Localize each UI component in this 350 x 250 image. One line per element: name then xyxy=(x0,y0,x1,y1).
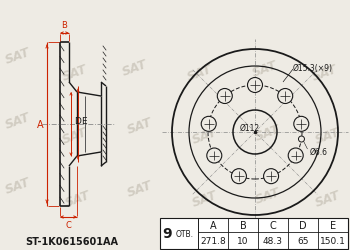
Text: E: E xyxy=(330,220,336,230)
Text: ОТВ.: ОТВ. xyxy=(176,229,194,238)
Text: SAT: SAT xyxy=(4,175,33,196)
Circle shape xyxy=(201,117,216,132)
Circle shape xyxy=(247,78,262,93)
Text: SAT: SAT xyxy=(254,185,282,206)
Circle shape xyxy=(288,148,303,163)
Circle shape xyxy=(231,169,246,184)
Text: 10: 10 xyxy=(237,236,249,245)
Text: SAT: SAT xyxy=(126,115,154,136)
Text: SAT: SAT xyxy=(251,58,279,79)
Text: A: A xyxy=(210,220,216,230)
Circle shape xyxy=(207,148,222,163)
Text: SAT: SAT xyxy=(310,62,340,83)
Text: ST-1K0615601AA: ST-1K0615601AA xyxy=(26,236,119,246)
Text: D: D xyxy=(74,117,81,126)
Text: SAT: SAT xyxy=(126,178,154,199)
Text: SAT: SAT xyxy=(4,45,33,66)
Text: Ø112: Ø112 xyxy=(240,123,260,132)
Text: Ø15.3(×9): Ø15.3(×9) xyxy=(293,63,333,72)
Text: C: C xyxy=(65,220,71,230)
Text: 150.1: 150.1 xyxy=(320,236,346,245)
Text: SAT: SAT xyxy=(191,125,219,146)
Text: SAT: SAT xyxy=(191,188,219,209)
Text: Ø6.6: Ø6.6 xyxy=(309,147,328,156)
Text: SAT: SAT xyxy=(254,122,282,143)
Circle shape xyxy=(278,89,293,104)
Circle shape xyxy=(294,117,309,132)
Text: 9: 9 xyxy=(162,226,172,240)
Text: SAT: SAT xyxy=(121,57,149,78)
Text: B: B xyxy=(62,22,68,30)
Text: E: E xyxy=(81,117,87,126)
Text: D: D xyxy=(299,220,307,230)
Text: SAT: SAT xyxy=(61,62,89,83)
Text: 271.8: 271.8 xyxy=(200,236,226,245)
Bar xyxy=(160,218,348,249)
Text: B: B xyxy=(240,220,246,230)
Text: 65: 65 xyxy=(297,236,309,245)
Text: SAT: SAT xyxy=(61,125,89,146)
Text: A: A xyxy=(37,120,44,130)
Circle shape xyxy=(217,89,232,104)
Text: 48.3: 48.3 xyxy=(263,236,283,245)
Text: SAT: SAT xyxy=(4,110,33,131)
Text: SAT: SAT xyxy=(64,188,92,209)
Text: C: C xyxy=(270,220,276,230)
Circle shape xyxy=(264,169,279,184)
Text: SAT: SAT xyxy=(186,62,215,83)
Text: SAT: SAT xyxy=(314,125,342,146)
Text: SAT: SAT xyxy=(314,188,342,209)
Circle shape xyxy=(299,136,304,142)
